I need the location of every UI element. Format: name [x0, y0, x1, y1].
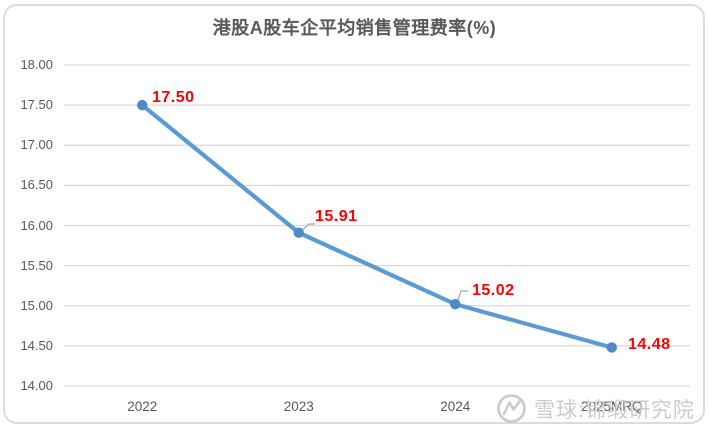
data-point-marker — [606, 342, 617, 353]
x-tick-label: 2025MRQ — [580, 399, 643, 414]
y-tick-label: 17.00 — [20, 137, 53, 153]
data-point-value-label: 17.50 — [152, 89, 195, 106]
data-point-marker — [450, 298, 461, 310]
data-point-marker — [137, 99, 148, 111]
y-tick-label: 15.50 — [20, 257, 53, 273]
data-label-leader-line — [456, 290, 468, 304]
y-tick-label: 18.00 — [20, 57, 53, 72]
series-line — [140, 103, 614, 350]
y-tick-label: 14.00 — [20, 378, 53, 393]
chart-title: 港股A股车企平均销售管理费率(%) — [212, 18, 497, 38]
y-tick-label: 17.50 — [20, 97, 53, 113]
data-point-value-label: 15.91 — [315, 208, 358, 225]
y-tick-label: 16.50 — [20, 177, 53, 193]
data-point-value-label: 15.02 — [472, 282, 515, 299]
x-tick-label: 2023 — [283, 399, 314, 414]
data-label-leader-line — [300, 223, 315, 232]
y-tick-label: 16.00 — [20, 217, 53, 233]
x-tick-label: 2024 — [440, 399, 471, 414]
y-tick-label: 14.50 — [20, 337, 53, 353]
x-tick-label: 2022 — [127, 399, 158, 414]
data-point-marker — [293, 227, 304, 238]
y-tick-label: 15.00 — [20, 297, 53, 313]
data-point-value-label: 14.48 — [628, 336, 671, 353]
